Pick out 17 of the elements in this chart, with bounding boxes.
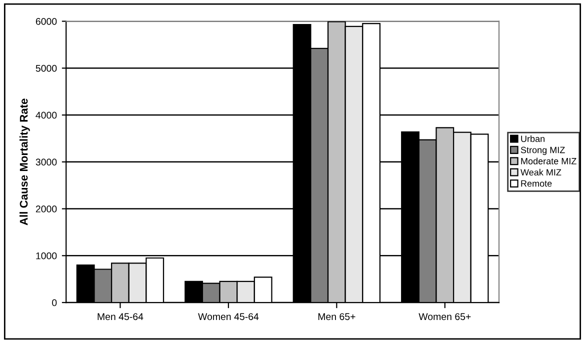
- y-tick-label: 6000: [36, 18, 57, 25]
- x-tick-label: Men 65+: [318, 313, 356, 320]
- x-tick-label: Women 65+: [418, 313, 471, 320]
- y-axis-title: All Cause Mortality Rate: [20, 98, 30, 226]
- y-tick-label: 1000: [36, 252, 57, 260]
- y-tick-label: 3000: [36, 158, 57, 166]
- legend-label: Weak MIZ: [520, 168, 562, 176]
- legend-label: Moderate MIZ: [521, 158, 576, 164]
- x-tick-label: Men 45-64: [98, 313, 144, 320]
- legend-label: Remote: [521, 180, 552, 187]
- y-tick-label: 2000: [36, 206, 57, 212]
- legend-label: Strong MIZ: [520, 146, 565, 155]
- y-tick-label: 5000: [36, 64, 57, 72]
- y-tick-label: 0: [52, 299, 57, 306]
- legend-label: Urban: [521, 135, 544, 142]
- x-tick-label: Women 45-64: [198, 313, 259, 320]
- y-tick-label: 4000: [36, 112, 57, 119]
